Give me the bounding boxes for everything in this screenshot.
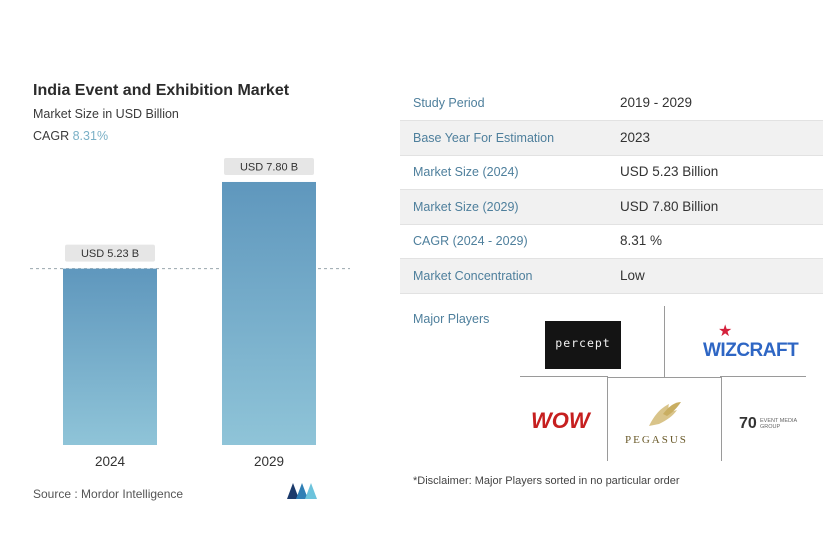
info-row: Base Year For Estimation 2023	[400, 120, 823, 156]
data-label-box	[224, 157, 314, 175]
chart-subtitle: Market Size in USD Billion	[33, 107, 179, 121]
info-key: Market Size (2029)	[413, 199, 519, 214]
data-label-box	[65, 244, 155, 262]
pegasus-horse-icon	[649, 402, 681, 426]
star-icon: ★	[718, 323, 733, 340]
info-value: 2019 - 2029	[620, 95, 693, 110]
wow-logo: WOW	[531, 408, 590, 433]
cagr-value: 8.31%	[72, 129, 109, 143]
chart-title: India Event and Exhibition Market	[33, 82, 290, 99]
logo-divider	[607, 377, 608, 461]
logo-divider	[720, 376, 806, 377]
seventy-logo: 70	[739, 415, 757, 432]
category-label: 2024	[95, 454, 126, 469]
pegasus-logo: PEGASUS	[625, 434, 688, 446]
info-key: Base Year For Estimation	[413, 130, 555, 145]
info-value: USD 5.23 Billion	[620, 164, 719, 179]
info-key: Market Concentration	[413, 268, 533, 283]
info-value: Low	[620, 267, 645, 283]
data-label: USD 5.23 B	[81, 248, 139, 260]
seventy-subtext: EVENT MEDIA GROUP	[760, 418, 797, 430]
bar-2024	[63, 268, 157, 445]
source-note: Source : Mordor Intelligence	[33, 487, 184, 501]
info-value: 8.31 %	[620, 233, 663, 248]
logo-divider	[721, 377, 722, 461]
chart-panel: India Event and Exhibition Market Market…	[0, 0, 400, 539]
info-row: Market Size (2029) USD 7.80 Billion	[400, 189, 823, 225]
info-panel: Study Period 2019 - 2029 Base Year For Est…	[400, 0, 823, 539]
info-key: Market Size (2024)	[413, 165, 519, 179]
info-value: USD 7.80 Billion	[620, 198, 719, 214]
major-players-label: Major Players	[413, 312, 490, 326]
info-key: Study Period	[413, 96, 485, 110]
bar-chart: USD 5.23 B 2024 USD 7.80 B 2029	[30, 157, 350, 469]
logo-divider	[664, 306, 665, 378]
disclaimer-note: *Disclaimer: Major Players sorted in no …	[413, 475, 680, 487]
info-row: CAGR (2024 - 2029) 8.31 %	[400, 224, 823, 259]
data-label: USD 7.80 B	[240, 161, 298, 173]
info-row: Market Concentration Low	[400, 258, 823, 294]
logo-divider	[607, 377, 722, 378]
bar-2029	[222, 181, 316, 445]
info-key: CAGR (2024 - 2029)	[413, 234, 528, 248]
info-row: Study Period 2019 - 2029	[400, 86, 823, 121]
mordor-logo-icon	[287, 483, 317, 499]
wizcraft-logo: WIZCRAFT	[703, 340, 799, 361]
cagr-line: CAGR 8.31%	[33, 129, 108, 143]
category-label: 2029	[254, 454, 284, 469]
cagr-label: CAGR	[33, 129, 70, 143]
info-value: 2023	[620, 129, 651, 145]
info-row: Market Size (2024) USD 5.23 Billion	[400, 155, 823, 190]
percept-logo: percept	[545, 321, 621, 369]
logo-divider	[520, 376, 608, 377]
